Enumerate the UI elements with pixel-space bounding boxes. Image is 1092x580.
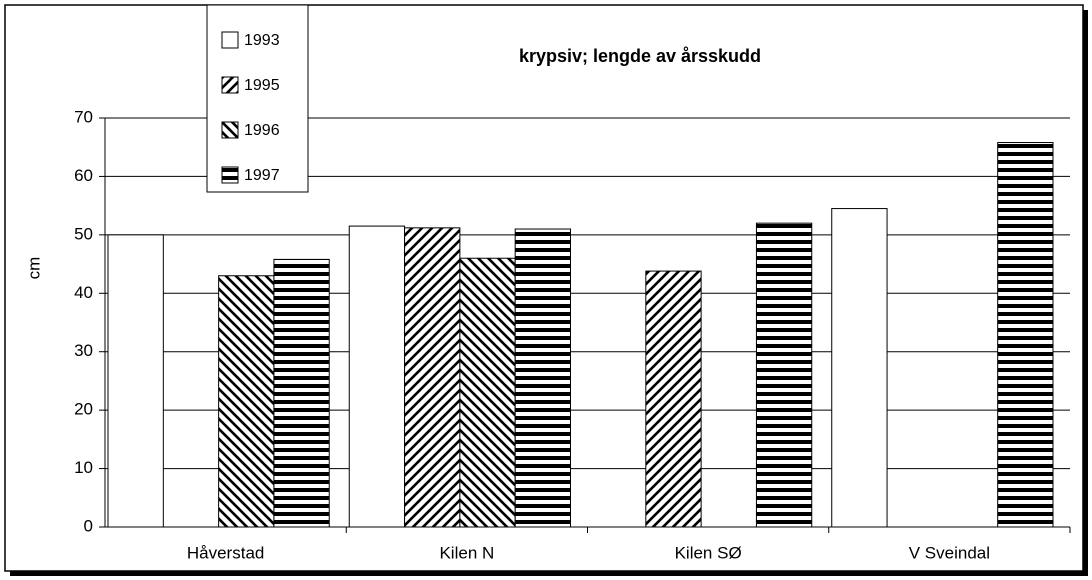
y-tick-label: 70 (74, 107, 93, 126)
legend-label: 1996 (244, 122, 280, 139)
legend: 1993 1995 1996 1997 (206, 4, 309, 193)
y-tick-label: 50 (74, 224, 93, 243)
bar (348, 225, 406, 528)
legend-swatch (221, 166, 239, 184)
chart-title: krypsiv; lengde av årsskudd (519, 46, 761, 66)
x-tick-label: Håverstad (187, 543, 264, 562)
y-tick-label: 20 (74, 400, 93, 419)
bar (404, 227, 461, 528)
bar (755, 222, 813, 528)
bar (459, 257, 516, 528)
y-tick-label: 30 (74, 341, 93, 360)
bar (514, 228, 571, 528)
legend-label: 1995 (244, 77, 280, 94)
y-tick-label: 60 (74, 166, 93, 185)
bar (645, 270, 702, 528)
y-tick-label: 10 (74, 458, 93, 477)
bar (107, 234, 164, 528)
bar (218, 275, 275, 528)
legend-swatch (221, 31, 239, 49)
legend-swatch (221, 121, 239, 139)
bar (273, 258, 330, 528)
plot: 0 10 20 30 40 50 60 70 Håverstad Kilen N Kilen SØ V… (74, 107, 1071, 562)
y-axis-label: cm (24, 257, 43, 280)
legend-swatch (221, 76, 239, 94)
legend-label: 1993 (244, 32, 280, 49)
legend-label: 1997 (244, 167, 280, 184)
x-tick-label: V Sveindal (909, 543, 990, 562)
y-tick-label: 40 (74, 283, 93, 302)
bar (997, 142, 1054, 528)
bar (831, 208, 888, 528)
x-tick-label: Kilen SØ (675, 543, 742, 562)
y-tick-label: 0 (84, 516, 93, 535)
x-tick-label: Kilen N (439, 543, 494, 562)
